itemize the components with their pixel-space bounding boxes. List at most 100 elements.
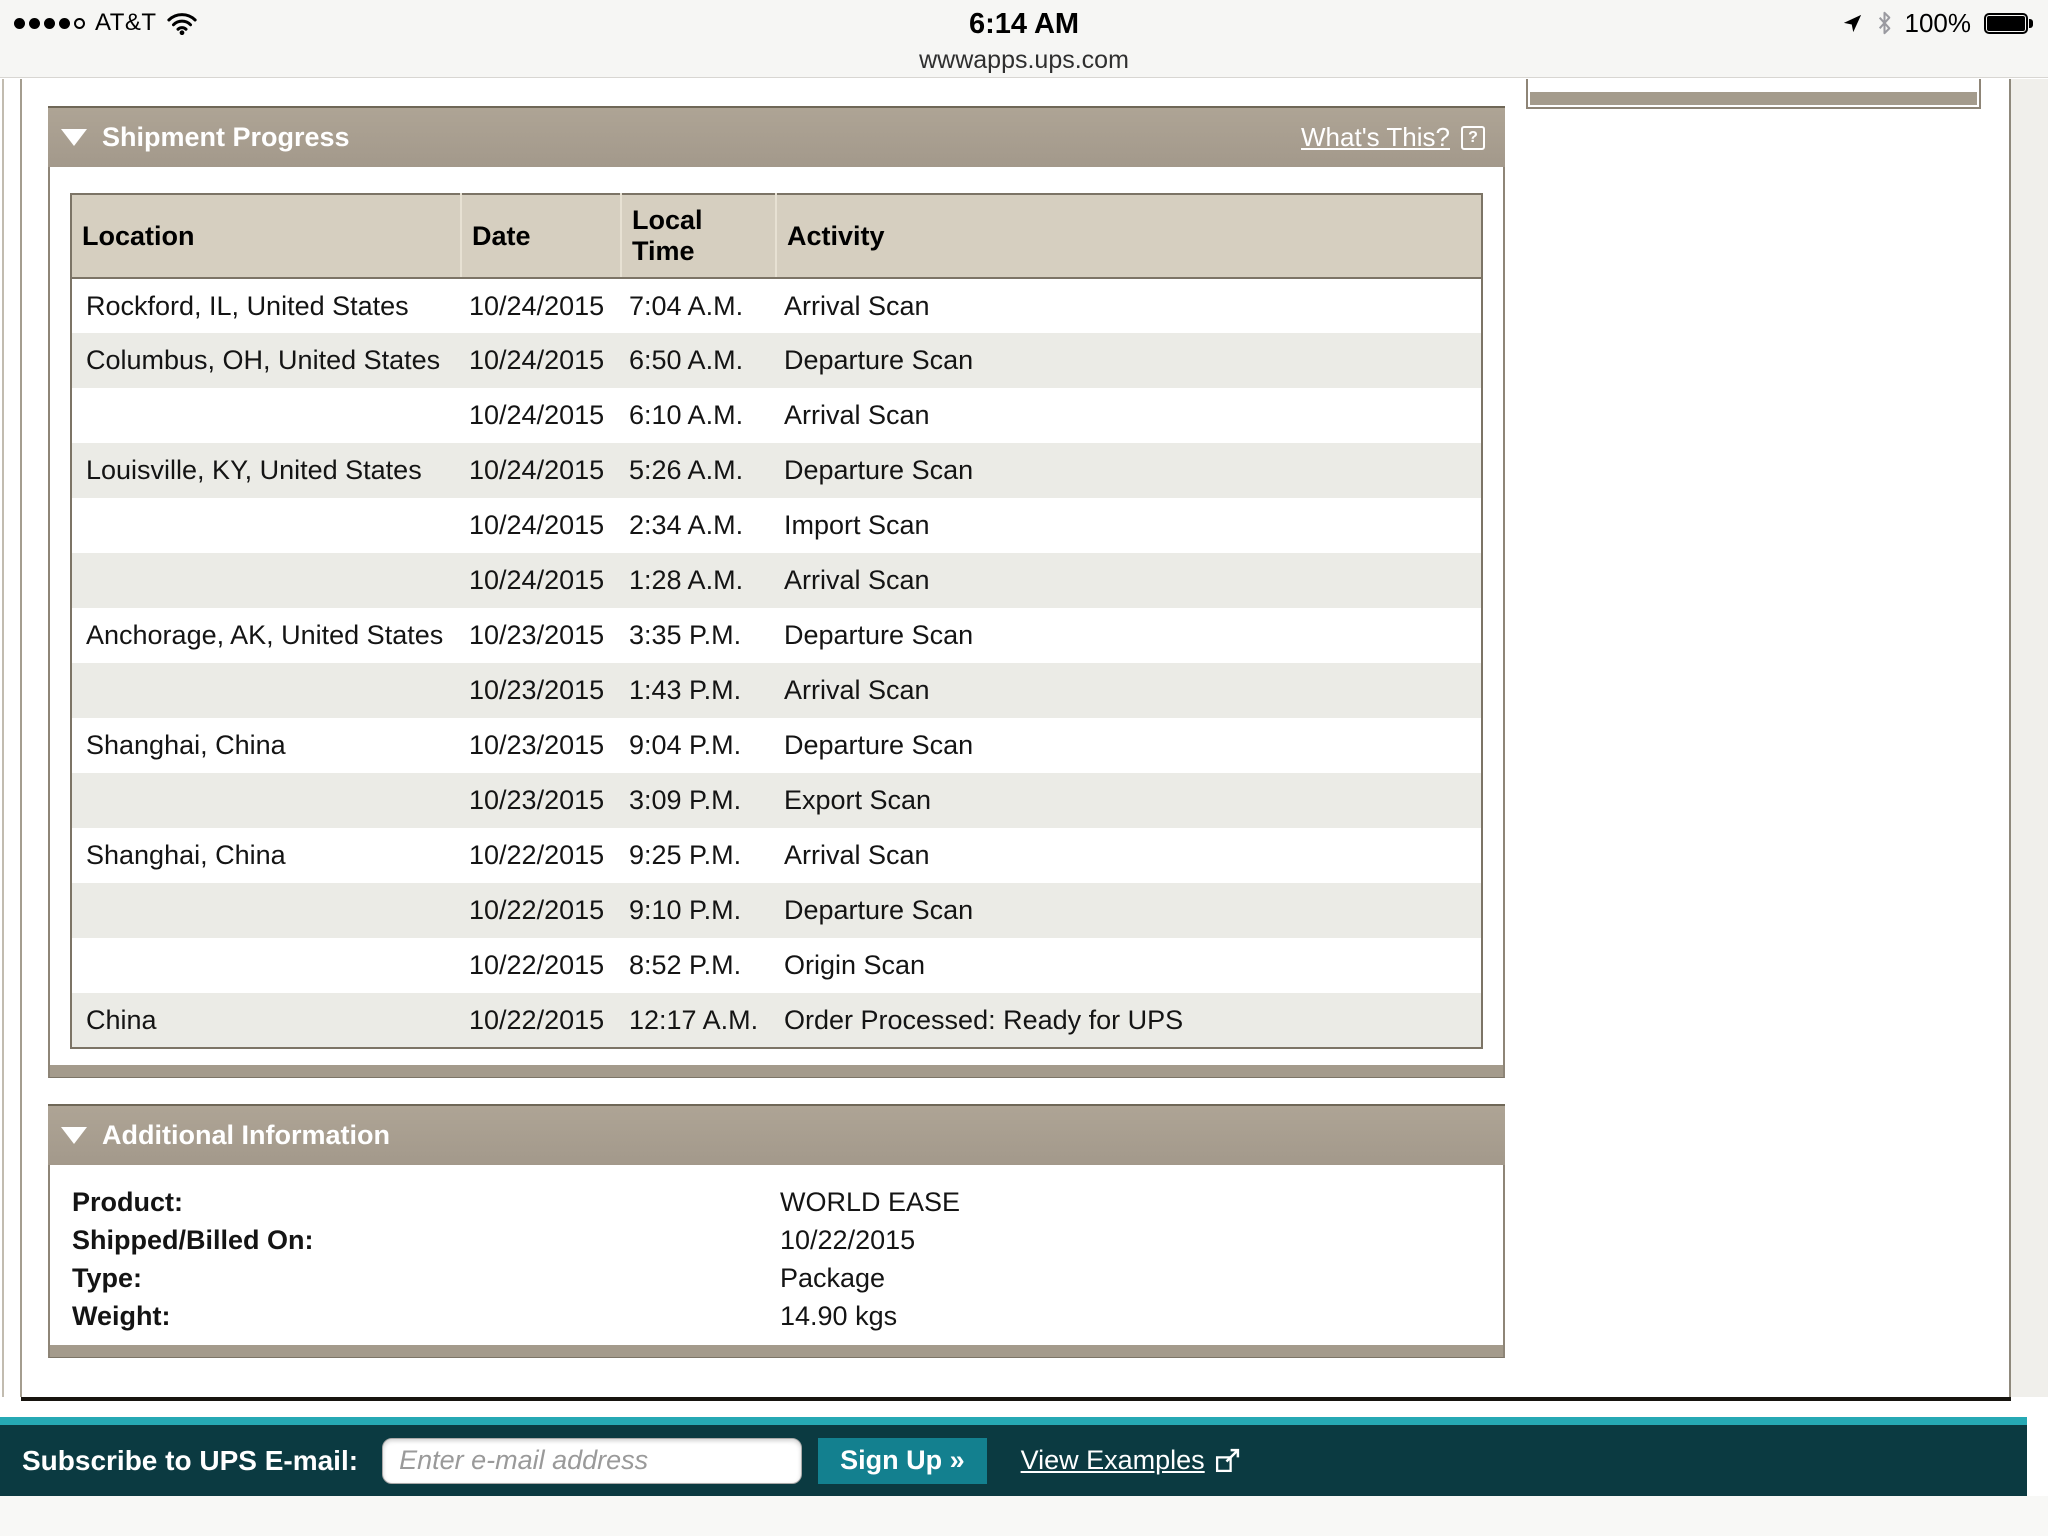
cell-time: 5:26 A.M. — [629, 455, 744, 485]
cell-location: Rockford, IL, United States — [86, 290, 409, 321]
cell-activity: Departure Scan — [784, 345, 974, 375]
view-examples-group: View Examples — [1021, 1445, 1241, 1476]
email-input[interactable] — [382, 1437, 803, 1484]
cell-activity: Departure Scan — [784, 455, 974, 485]
cell-activity: Departure Scan — [784, 620, 974, 650]
cell-time: 9:10 P.M. — [629, 895, 742, 925]
table-row: 10/23/2015 1:43 P.M. Arrival Scan — [71, 663, 1482, 718]
scrollbar-gutter — [2009, 79, 2048, 1397]
additional-information-section: Additional Information Product: WORLD EA… — [48, 1104, 1505, 1358]
cell-date: 10/23/2015 — [469, 730, 605, 760]
status-bar: AT&T 6:14 AM wwwapps.ups.com 100% — [0, 0, 2048, 78]
sign-up-button[interactable]: Sign Up » — [818, 1437, 987, 1484]
cell-date: 10/24/2015 — [469, 400, 605, 430]
cell-time: 1:43 P.M. — [629, 675, 742, 705]
page-bottom-border — [21, 1397, 2011, 1401]
info-label: Product: — [72, 1186, 183, 1217]
cell-activity: Departure Scan — [784, 895, 974, 925]
subscribe-footer: Subscribe to UPS E-mail: Sign Up » View … — [0, 1417, 2027, 1496]
cell-time: 1:28 A.M. — [629, 565, 744, 595]
help-icon[interactable]: ? — [1461, 125, 1485, 150]
subscribe-label: Subscribe to UPS E-mail: — [22, 1444, 359, 1476]
cell-date: 10/22/2015 — [469, 950, 605, 980]
whats-this-link[interactable]: What's This? — [1301, 122, 1450, 152]
table-row: Rockford, IL, United States 10/24/2015 7… — [71, 278, 1482, 333]
table-row: Louisville, KY, United States 10/24/2015… — [71, 443, 1482, 498]
cell-time: 3:35 P.M. — [629, 620, 742, 650]
table-row: Shanghai, China 10/22/2015 9:25 P.M. Arr… — [71, 828, 1482, 883]
bluetooth-icon — [1878, 11, 1890, 35]
info-row: Product: WORLD EASE — [50, 1183, 1503, 1221]
additional-information-bottom-bar — [48, 1345, 1505, 1358]
cell-activity: Export Scan — [784, 785, 932, 815]
additional-information-title: Additional Information — [102, 1120, 390, 1150]
cell-location — [71, 883, 461, 938]
info-value: 10/22/2015 — [780, 1224, 916, 1255]
cell-location — [71, 663, 461, 718]
shipment-progress-section: Shipment Progress What's This? ? Locatio… — [48, 106, 1505, 1078]
cell-location — [71, 498, 461, 553]
view-examples-link[interactable]: View Examples — [1020, 1445, 1205, 1475]
cell-date: 10/24/2015 — [469, 345, 605, 375]
cell-time: 9:25 P.M. — [629, 840, 742, 870]
shipment-progress-header[interactable]: Shipment Progress What's This? ? — [48, 106, 1505, 167]
cell-activity: Arrival Scan — [784, 290, 930, 321]
clock-label: 6:14 AM — [968, 8, 1080, 40]
external-link-icon — [1215, 1448, 1239, 1473]
cell-date: 10/24/2015 — [469, 510, 605, 540]
info-label: Shipped/Billed On: — [72, 1224, 314, 1255]
shipment-progress-body: Location Date Local Time Activity Rockfo… — [48, 167, 1505, 1065]
cell-date: 10/24/2015 — [469, 290, 605, 321]
info-row: Type: Package — [50, 1259, 1503, 1297]
cell-time: 6:50 A.M. — [629, 345, 744, 375]
table-row: Columbus, OH, United States 10/24/2015 6… — [71, 333, 1482, 388]
cell-date: 10/22/2015 — [469, 895, 605, 925]
cell-location: Anchorage, AK, United States — [86, 620, 444, 650]
cell-date: 10/23/2015 — [469, 785, 605, 815]
cell-time: 3:09 P.M. — [629, 785, 742, 815]
table-row: Shanghai, China 10/23/2015 9:04 P.M. Dep… — [71, 718, 1482, 773]
battery-icon — [1984, 12, 2033, 34]
cell-time: 7:04 A.M. — [629, 290, 744, 321]
info-label: Type: — [72, 1262, 143, 1293]
cell-activity: Order Processed: Ready for UPS — [784, 1004, 1184, 1035]
cell-time: 2:34 A.M. — [629, 510, 744, 540]
cell-activity: Arrival Scan — [784, 840, 930, 870]
page-border-outer — [2, 79, 4, 1397]
url-bar[interactable]: wwwapps.ups.com — [919, 46, 1129, 74]
table-header-row: Location Date Local Time Activity — [71, 194, 1482, 279]
cell-activity: Arrival Scan — [784, 565, 930, 595]
wifi-icon — [166, 12, 197, 35]
column-header-activity: Activity — [776, 194, 1482, 279]
sidebar-panel-bottom-bar — [1530, 92, 1977, 105]
cell-location: Louisville, KY, United States — [86, 455, 422, 485]
table-row: 10/22/2015 9:10 P.M. Departure Scan — [71, 883, 1482, 938]
sidebar-panel-bottom — [1526, 79, 1981, 109]
cell-date: 10/23/2015 — [469, 620, 605, 650]
shipment-progress-bottom-bar — [48, 1065, 1505, 1078]
whats-this-group: What's This? ? — [1301, 108, 1485, 167]
collapse-triangle-icon — [61, 129, 87, 146]
page-border-inner — [20, 79, 22, 1397]
info-row: Shipped/Billed On: 10/22/2015 — [50, 1221, 1503, 1259]
shipment-progress-title: Shipment Progress — [102, 122, 350, 152]
cell-location: Shanghai, China — [86, 730, 286, 760]
additional-information-header[interactable]: Additional Information — [48, 1104, 1505, 1165]
column-header-location: Location — [71, 194, 462, 279]
cell-time: 12:17 A.M. — [629, 1004, 759, 1035]
cell-activity: Arrival Scan — [784, 400, 930, 430]
cell-time: 9:04 P.M. — [629, 730, 742, 760]
cell-date: 10/24/2015 — [469, 565, 605, 595]
cell-location — [71, 938, 461, 993]
table-row: 10/24/2015 2:34 A.M. Import Scan — [71, 498, 1482, 553]
cell-location: Columbus, OH, United States — [86, 345, 441, 375]
below-footer-area — [0, 1496, 2048, 1536]
cellular-signal-icon — [14, 17, 85, 29]
location-icon — [1843, 14, 1861, 32]
battery-percent-label: 100% — [1904, 7, 1972, 38]
carrier-label: AT&T — [95, 9, 157, 36]
info-value: 14.90 kgs — [780, 1300, 898, 1331]
cell-time: 6:10 A.M. — [629, 400, 744, 430]
cell-date: 10/24/2015 — [469, 455, 605, 485]
